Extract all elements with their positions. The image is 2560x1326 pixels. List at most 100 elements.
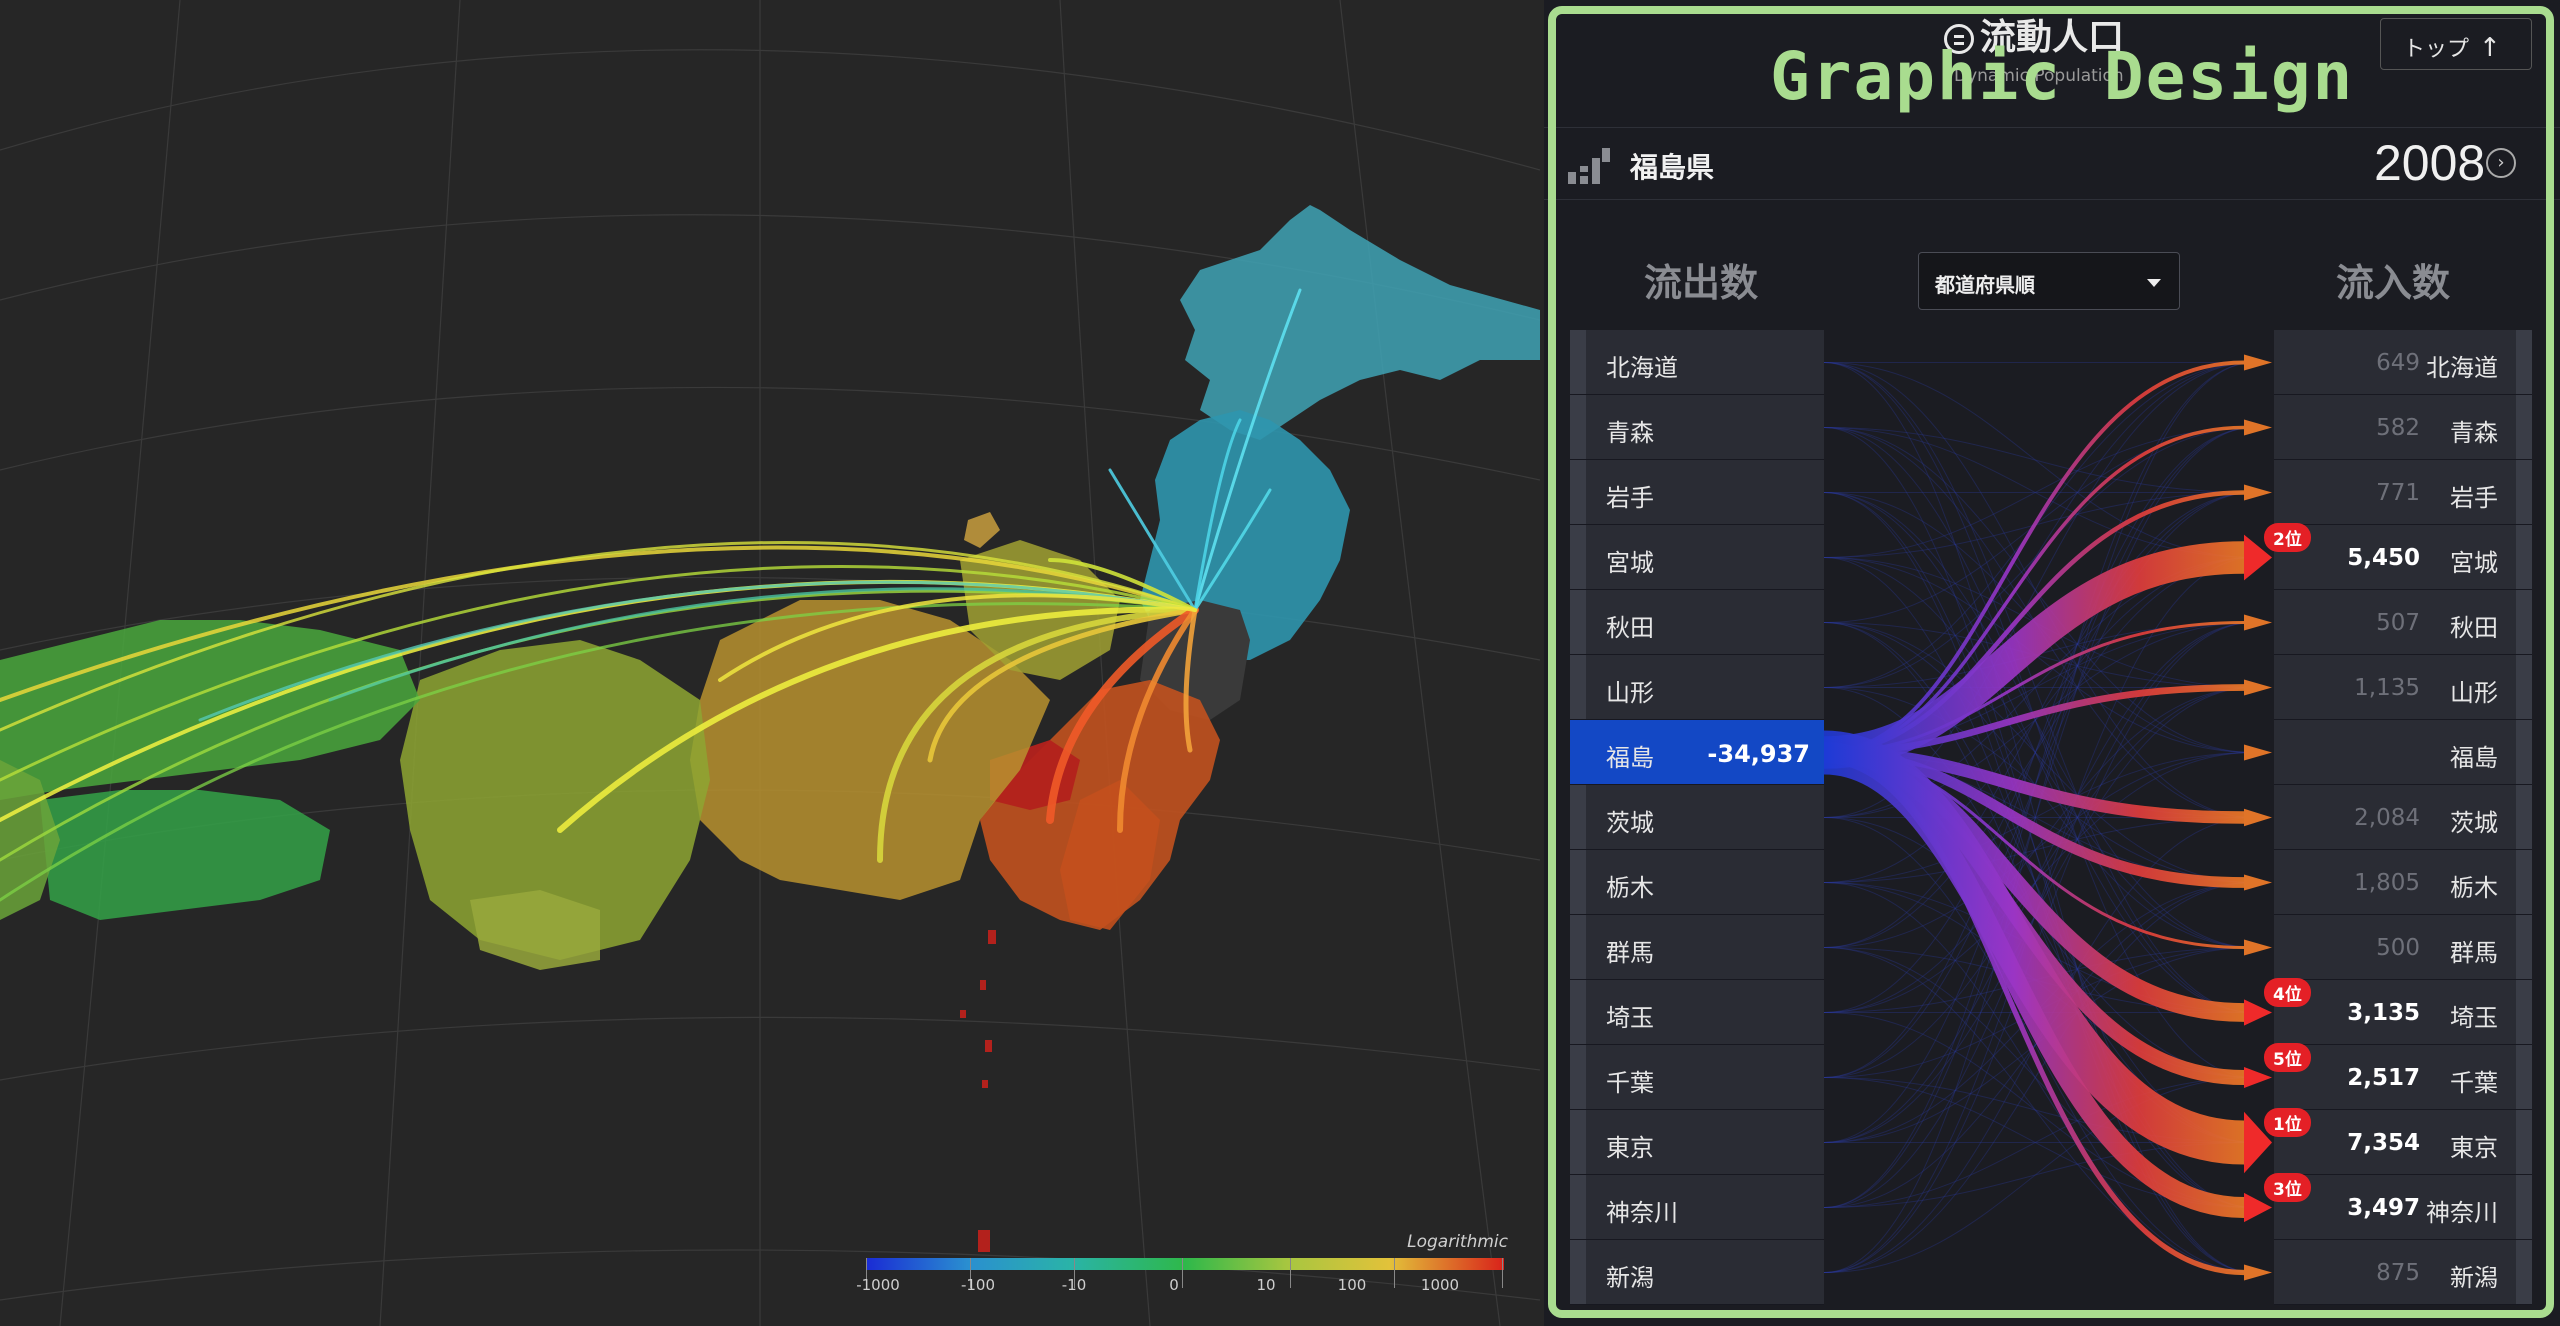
flow-arrow-head [2244,1192,2272,1223]
tohoku-region[interactable] [1140,410,1350,660]
outflow-row-name: 岩手 [1606,484,1654,512]
inflow-row-name: 新潟 [2450,1264,2498,1292]
row-marker [2516,785,2532,849]
inflow-row[interactable]: 582 青森 [2274,395,2532,460]
inflow-row[interactable]: 3,497 神奈川 3位 [2264,1173,2532,1240]
flow-arrow-head [2244,614,2272,631]
shikoku-region[interactable] [40,790,330,920]
inflow-row[interactable]: 507 秋田 [2274,590,2532,655]
background-flow-line [1824,752,2255,1013]
sort-selected-value: 都道府県順 [1935,273,2035,297]
outflow-row[interactable]: 岩手 [1570,460,1824,525]
background-flow-line [1824,427,2255,753]
outflow-row[interactable]: 東京 [1570,1110,1824,1175]
inflow-row[interactable]: 875 新潟 [2274,1240,2532,1305]
background-flow-line [1824,362,2255,818]
row-marker [1570,655,1586,719]
inflow-row-name: 埼玉 [2450,1004,2498,1032]
row-marker [1570,1175,1586,1239]
flow-arrow-head [2244,534,2272,581]
inflow-row[interactable]: 2,517 千葉 5位 [2264,1043,2532,1110]
inflow-row-name: 秋田 [2450,614,2498,642]
flow-arrow [1824,541,2245,769]
top-button-label: トップ [2403,37,2470,62]
outflow-row-name: 青森 [1606,419,1654,447]
kansai-region[interactable] [400,640,710,960]
outflow-row[interactable]: 埼玉 [1570,980,1824,1045]
top-button[interactable]: トップ ↑ [2380,18,2532,70]
chubu-region[interactable] [690,600,1050,900]
legend-title: Logarithmic [1407,1232,1508,1252]
inflow-row[interactable]: 771 岩手 [2274,460,2532,525]
inflow-row[interactable]: 649 北海道 [2274,330,2532,395]
background-flow-line [1824,492,2255,948]
legend-mark [1502,1258,1503,1288]
inflow-row[interactable]: 1,135 山形 [2274,655,2532,720]
flow-arrow-head [2244,874,2272,891]
legend-tick: -10 [1061,1276,1087,1294]
kyushu-region[interactable] [0,760,60,920]
legend-gradient-bar [866,1258,1504,1270]
background-flow-line [1824,362,2255,1013]
outflow-list: 北海道青森岩手宮城 秋田山形福島 -34,937 茨城 栃木 群馬 埼玉 千葉東京神奈川新潟 [1570,330,1824,1305]
row-marker [1570,1110,1586,1174]
inflow-row[interactable]: 3,135 埼玉 4位 [2264,978,2532,1045]
background-flow-line [1824,882,2255,1273]
outflow-row[interactable]: 青森 [1570,395,1824,460]
bar-chart-icon[interactable] [1568,148,1612,184]
background-flow-line [1824,687,2255,1013]
inflow-row-name: 福島 [2450,744,2498,772]
kansai-south-region[interactable] [470,890,600,970]
outflow-row[interactable]: 秋田 [1570,590,1824,655]
background-flow-line [1824,557,2255,1208]
app-subtitle: Dynamic Population [1954,66,2124,86]
chevron-right-circle-icon[interactable]: › [2486,148,2516,178]
map-view[interactable]: Logarithmic -1000 -100 -10 0 10 100 1000 [0,0,1540,1326]
background-flow-line [1824,362,2255,1078]
population-panel: 流動人口 Dynamic Population トップ ↑ Graphic Des… [1544,0,2560,1326]
inflow-row[interactable]: 7,354 東京 1位 [2264,1108,2532,1175]
sado-island[interactable] [964,512,1000,548]
sort-select[interactable]: 都道府県順 [1918,252,2180,310]
inflow-row-value: 2,084 [2354,805,2420,831]
outflow-row[interactable]: 北海道 [1570,330,1824,395]
year-display[interactable]: 2008 [2374,135,2486,191]
inflow-row-value: 1,135 [2354,675,2420,701]
outflow-header: 流出数 [1644,261,1759,305]
inflow-row-name: 岩手 [2450,484,2498,512]
outflow-row-name: 山形 [1606,679,1654,707]
outflow-row[interactable]: 千葉 [1570,1045,1824,1110]
background-flow-line [1824,1077,2255,1273]
outflow-row[interactable]: 山形 [1570,655,1824,720]
outflow-row-name: 東京 [1606,1134,1654,1162]
outflow-row-name: 福島 [1606,744,1654,772]
rank-badge: 4位 [2264,978,2311,1007]
outflow-row-name: 神奈川 [1606,1199,1678,1227]
japan-map[interactable] [0,0,1540,1326]
row-marker [2516,1240,2532,1304]
flow-arrow-head [2244,1264,2272,1281]
inflow-row[interactable]: 500 群馬 [2274,915,2532,980]
row-marker [2516,850,2532,914]
inflow-row[interactable]: 5,450 宮城 2位 [2264,523,2532,590]
chiba-region[interactable] [1060,780,1160,930]
inflow-row[interactable]: 福島 [2274,720,2532,785]
outflow-row[interactable]: 宮城 [1570,525,1824,590]
hokkaido-region[interactable] [1180,205,1540,440]
outflow-row[interactable]: 新潟 [1570,1240,1824,1305]
inflow-row[interactable]: 1,805 栃木 [2274,850,2532,915]
inflow-list: 649 北海道 582 青森 771 岩手 5,450 宮城 2位 507 秋田 1,135 山形福島 2… [2264,330,2532,1305]
outflow-row[interactable]: 神奈川 [1570,1175,1824,1240]
inflow-row[interactable]: 2,084 茨城 [2274,785,2532,850]
outflow-row[interactable]: 茨城 [1570,785,1824,850]
legend-mark [1074,1258,1075,1288]
legend-tick: 0 [1169,1276,1179,1294]
inflow-row-name: 神奈川 [2426,1199,2498,1227]
outflow-row[interactable]: 福島 -34,937 [1570,720,1824,785]
inflow-header: 流入数 [2336,261,2451,305]
row-marker [2516,590,2532,654]
outflow-row[interactable]: 栃木 [1570,850,1824,915]
outflow-row[interactable]: 群馬 [1570,915,1824,980]
inflow-row-name: 北海道 [2426,354,2498,382]
flow-arrow-head [2244,939,2272,956]
